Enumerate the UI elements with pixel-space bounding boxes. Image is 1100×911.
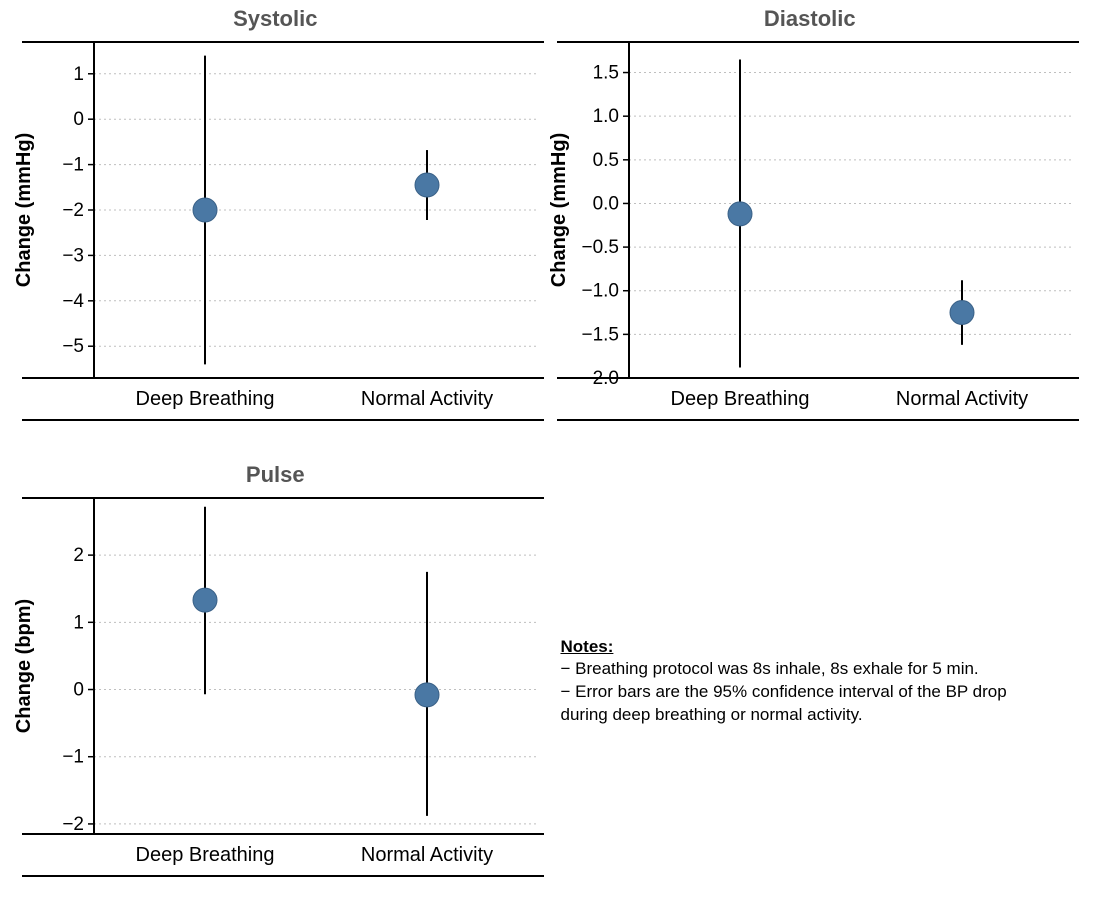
notes-heading: Notes: (561, 636, 1050, 659)
data-point (193, 588, 217, 612)
x-category-label: Normal Activity (361, 388, 493, 410)
notes-block: Notes:− Breathing protocol was 8s inhale… (561, 636, 1050, 728)
y-tick-label: −1.0 (581, 281, 619, 302)
y-tick-label: 0 (73, 679, 84, 700)
x-category-label: Normal Activity (895, 388, 1027, 410)
notes-cell: Notes:− Breathing protocol was 8s inhale… (543, 456, 1078, 911)
data-point (415, 682, 439, 706)
y-tick-label: 1.5 (592, 63, 618, 84)
x-category-label: Normal Activity (361, 844, 493, 866)
panel-svg: −2.0 −1.5 −1.0 −0.5 0.0 0.5 1.0 1.5 Change (mmHg… (543, 0, 1083, 455)
y-tick-label: 1 (73, 64, 84, 85)
notes-line: − Breathing protocol was 8s inhale, 8s e… (561, 658, 1050, 681)
y-tick-label: −2.0 (581, 368, 619, 389)
y-tick-label: −1 (62, 746, 84, 767)
y-tick-label: 0 (73, 109, 84, 130)
y-tick-label: −5 (62, 336, 84, 357)
panel-systolic: Systolic−5−4−3−2−101Change (mmHg)Deep Br… (8, 0, 543, 456)
panel-grid: Systolic−5−4−3−2−101Change (mmHg)Deep Br… (0, 0, 1085, 911)
y-tick-label: −1 (62, 155, 84, 176)
data-point (415, 173, 439, 197)
notes-line: − Error bars are the 95% confidence inte… (561, 681, 1050, 727)
y-tick-label: 0.5 (592, 150, 618, 171)
data-point (193, 198, 217, 222)
x-category-label: Deep Breathing (136, 844, 275, 866)
panel-diastolic: Diastolic−2.0−1.5−1.0−0.50.00.51.01.5Cha… (543, 0, 1078, 456)
x-category-label: Deep Breathing (136, 388, 275, 410)
y-tick-label: −3 (62, 245, 84, 266)
data-point (950, 301, 974, 325)
y-tick-label: −2 (62, 813, 84, 834)
y-tick-label: −2 (62, 200, 84, 221)
x-category-label: Deep Breathing (670, 388, 809, 410)
page: Systolic−5−4−3−2−101Change (mmHg)Deep Br… (0, 0, 1100, 911)
y-tick-label: 1.0 (592, 106, 618, 127)
y-axis-label: Change (mmHg) (13, 133, 35, 287)
data-point (728, 202, 752, 226)
y-tick-label: 2 (73, 545, 84, 566)
y-tick-label: −4 (62, 291, 84, 312)
y-tick-label: 0.0 (592, 193, 618, 214)
y-axis-label: Change (mmHg) (548, 133, 570, 287)
y-tick-label: −0.5 (581, 237, 619, 258)
y-tick-label: −1.5 (581, 324, 619, 345)
panel-svg: −5 −4 −3 −2 −1 0 1 Change (mmHg) Deep Breathing N… (8, 0, 548, 455)
y-axis-label: Change (bpm) (13, 598, 35, 732)
y-tick-label: 1 (73, 612, 84, 633)
panel-svg: −2 −1 0 1 2 Change (bpm) Deep Breathing Normal … (8, 456, 548, 911)
panel-pulse: Pulse−2−1012Change (bpm)Deep BreathingNo… (8, 456, 543, 911)
